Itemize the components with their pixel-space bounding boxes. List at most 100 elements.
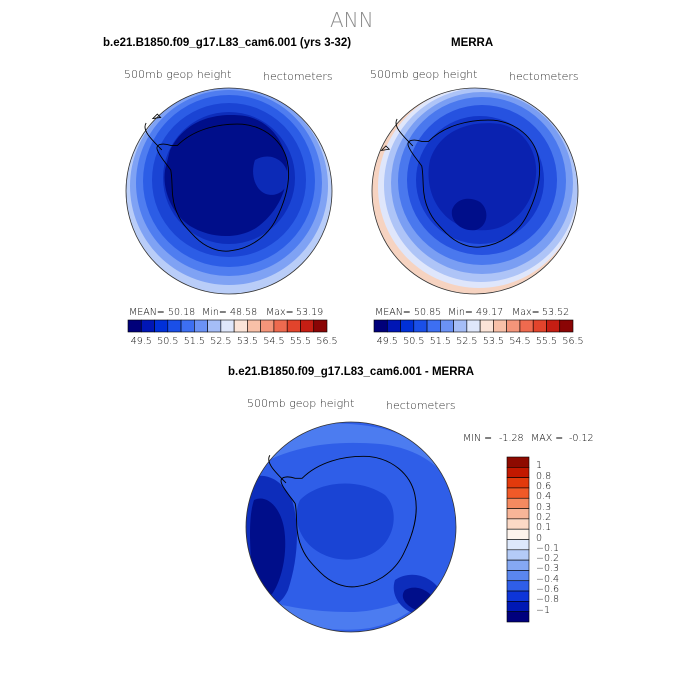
panel-1-min-label: Min= [202,307,227,318]
colorbar-3-tick: 1 [536,460,543,472]
colorbar-3-swatch [506,601,530,612]
colorbar-1-swatch [207,319,222,333]
panel-2-min-label: Min= [448,307,473,318]
colorbar-3-tick: 0.4 [536,491,552,503]
colorbar-3-tick: 0 [536,532,543,544]
colorbar-3-swatch [506,549,530,561]
colorbar-3-swatch [506,528,530,540]
colorbar-1-swatch [286,319,301,333]
panel-2-mean-value: 50.85 [414,307,442,318]
colorbar-2-swatch [440,319,454,333]
colorbar-3-tick: −1 [536,604,551,616]
colorbar-2-tick: 50.5 [403,336,425,347]
colorbar-1-swatch [154,319,169,333]
colorbar-1-tick: 54.5 [263,336,285,347]
panel-1-mean-label: MEAN= [129,307,165,318]
colorbar-3-swatch [506,487,530,499]
panel-1-title: b.e21.B1850.f09_g17.L83_cam6.001 (yrs 3-… [103,37,352,49]
panel-2-min-value: 49.17 [476,307,504,318]
panel-3-coastline [268,455,417,588]
panel-2-mean-label: MEAN= [375,307,411,318]
panel-1-max-value: 53.19 [296,307,324,318]
colorbar-2-swatch [546,319,561,333]
panel-3-min-label: MIN = [463,433,493,444]
colorbar-1-swatch [233,319,248,333]
colorbar-3-swatch [506,590,530,602]
colorbar-1-swatch [300,319,315,333]
colorbar-3-tick: 0.3 [536,501,552,513]
colorbar-2-swatch [466,319,481,333]
colorbar-2-tick: 55.5 [535,336,558,347]
colorbar-3-tick: 0.8 [536,470,552,482]
panel-2-max-label: Max= [512,307,540,318]
panel-2-map [372,88,578,294]
colorbar-1-swatch [180,319,195,333]
panel-3-left-label: 500mb geop height [247,397,355,410]
colorbar-1-swatch [273,319,288,333]
colorbar-3-swatch [506,559,530,571]
colorbar-3-swatch [506,580,530,592]
panel-1-right-label: hectometers [263,70,333,83]
colorbar-2-tick: 53.5 [482,336,504,347]
colorbar-2-tick: 52.5 [456,336,478,347]
colorbar-3-swatch [506,611,530,623]
panel-3-max-label: MAX = [531,433,564,444]
colorbar-1-tick: 53.5 [236,336,258,347]
colorbar-2-swatch [493,319,507,333]
panel-2-coastline [380,118,541,248]
colorbar-2-swatch [519,319,534,333]
panel-3-right-label: hectometers [386,399,456,412]
colorbar-3-swatch [506,539,530,551]
panel-2-right-label: hectometers [509,70,579,83]
colorbar-1-tick: 52.5 [210,336,232,347]
panel-1-coastline [144,113,290,252]
colorbar-2 [373,319,574,333]
colorbar-3-swatch [506,467,530,478]
panel-2-title: MERRA [451,37,494,49]
colorbar-3-swatch [506,456,530,468]
colorbar-3-swatch [506,477,530,489]
colorbar-2-swatch [373,319,388,333]
colorbar-1-tick: 55.5 [289,336,312,347]
colorbar-2-swatch [400,319,415,333]
colorbar-3-tick: −0.4 [536,573,560,585]
colorbar-3-tick: −0.1 [536,542,560,554]
colorbar-3-swatch [506,508,530,520]
colorbar-1-swatch [220,319,235,333]
colorbar-1 [127,319,328,333]
colorbar-1-tick: 49.5 [130,336,152,347]
colorbar-3-tick: −0.3 [536,563,560,575]
colorbar-2-swatch [559,319,574,333]
panel-3-map [246,422,456,632]
panel-2-max-value: 53.52 [542,307,570,318]
colorbar-1-swatch [194,319,208,333]
colorbar-2-tick: 56.5 [562,336,584,347]
colorbar-3-tick: 0.1 [536,522,552,534]
colorbar-3-swatch [506,518,530,530]
panel-1-min-value: 48.58 [230,307,258,318]
colorbar-2-swatch [506,319,521,333]
colorbar-1-swatch [140,319,155,333]
colorbar-2-tick: 51.5 [429,336,451,347]
colorbar-1-swatch [247,319,261,333]
colorbar-3-tick: −0.8 [536,594,560,606]
panel-1-max-label: Max= [266,307,294,318]
colorbar-2-swatch [532,319,547,333]
colorbar-2-tick: 49.5 [376,336,398,347]
colorbar-2-swatch [386,319,401,333]
colorbar-3-swatch [506,497,530,509]
panel-1-left-label: 500mb geop height [124,68,232,81]
colorbar-3-swatch [506,570,530,582]
colorbar-1-swatch [313,319,328,333]
panel-2-left-label: 500mb geop height [370,68,478,81]
colorbar-1-swatch [260,319,275,333]
colorbar-1-tick: 50.5 [157,336,179,347]
colorbar-1-tick: 51.5 [183,336,205,347]
colorbar-3-tick: −0.2 [536,553,560,565]
colorbar-2-swatch [479,319,494,333]
colorbar-1-swatch [127,319,142,333]
panel-3-title: b.e21.B1850.f09_g17.L83_cam6.001 - MERRA [228,366,475,378]
panel-3-max-value: -0.12 [569,433,594,444]
colorbar-1-swatch [167,319,182,333]
